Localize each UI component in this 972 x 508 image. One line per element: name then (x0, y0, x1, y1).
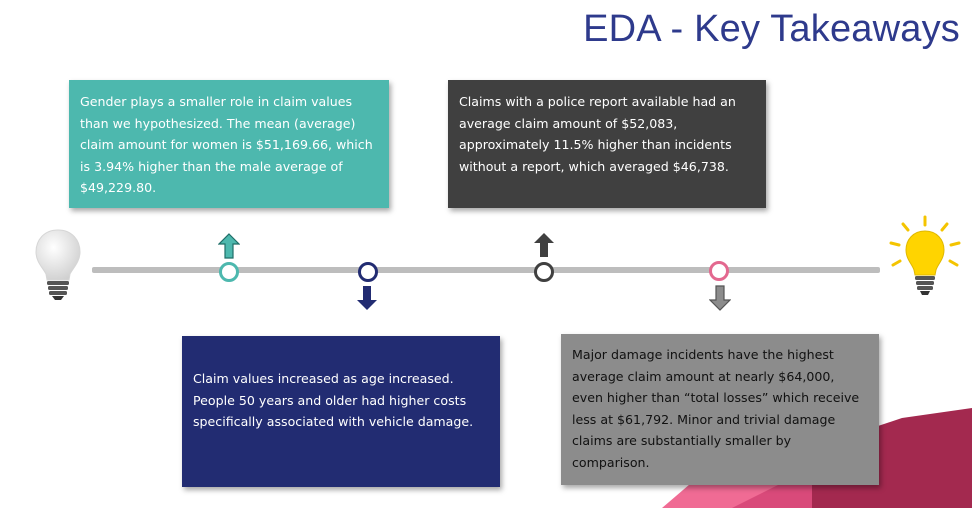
timeline-marker-damage (709, 261, 729, 281)
takeaway-damage: Major damage incidents have the highest … (561, 334, 879, 485)
timeline-marker-age (358, 262, 378, 282)
slide-title: EDA - Key Takeaways (583, 8, 960, 50)
arrow-down-icon (357, 286, 377, 310)
timeline-marker-gender (219, 262, 239, 282)
arrow-up-icon (534, 233, 554, 257)
timeline-marker-police-report (534, 262, 554, 282)
takeaway-age: Claim values increased as age increased.… (182, 336, 500, 487)
takeaway-gender: Gender plays a smaller role in claim val… (69, 80, 389, 208)
lightbulb-on-icon (889, 215, 961, 295)
takeaway-police-report: Claims with a police report available ha… (448, 80, 766, 208)
lightbulb-off-icon (35, 229, 81, 300)
timeline-line (92, 267, 880, 273)
arrow-down-icon (709, 285, 731, 311)
arrow-up-icon (218, 233, 240, 259)
